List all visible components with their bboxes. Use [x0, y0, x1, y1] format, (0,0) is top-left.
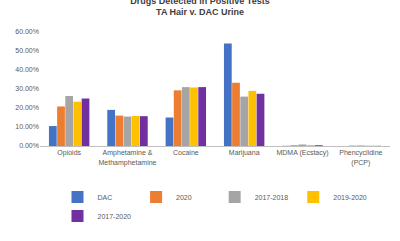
svg-text:2017-2018: 2017-2018	[255, 194, 289, 201]
svg-text:2017-2020: 2017-2020	[98, 213, 132, 220]
svg-text:Phencyclidine(PCP): Phencyclidine(PCP)	[339, 149, 382, 166]
svg-text:0.00%: 0.00%	[19, 142, 39, 149]
svg-text:Cocaine: Cocaine	[173, 149, 199, 156]
svg-text:Amphetamine &Methamphetamine: Amphetamine &Methamphetamine	[99, 149, 157, 166]
svg-text:Opioids: Opioids	[57, 149, 81, 157]
svg-text:2019-2020: 2019-2020	[333, 194, 367, 201]
svg-text:MDMA (Ecstacy): MDMA (Ecstacy)	[276, 149, 328, 157]
svg-text:Marijuana: Marijuana	[229, 149, 260, 157]
svg-text:50.00%: 50.00%	[15, 47, 39, 54]
svg-text:10.00%: 10.00%	[15, 123, 39, 130]
svg-text:30.00%: 30.00%	[15, 85, 39, 92]
svg-text:20.00%: 20.00%	[15, 104, 39, 111]
svg-text:Drugs Detected in Positive Tes: Drugs Detected in Positive TestsTA Hair …	[130, 0, 269, 17]
svg-text:DAC: DAC	[98, 194, 113, 201]
svg-text:60.00%: 60.00%	[15, 28, 39, 35]
svg-text:2020: 2020	[176, 194, 192, 201]
svg-text:40.00%: 40.00%	[15, 66, 39, 73]
